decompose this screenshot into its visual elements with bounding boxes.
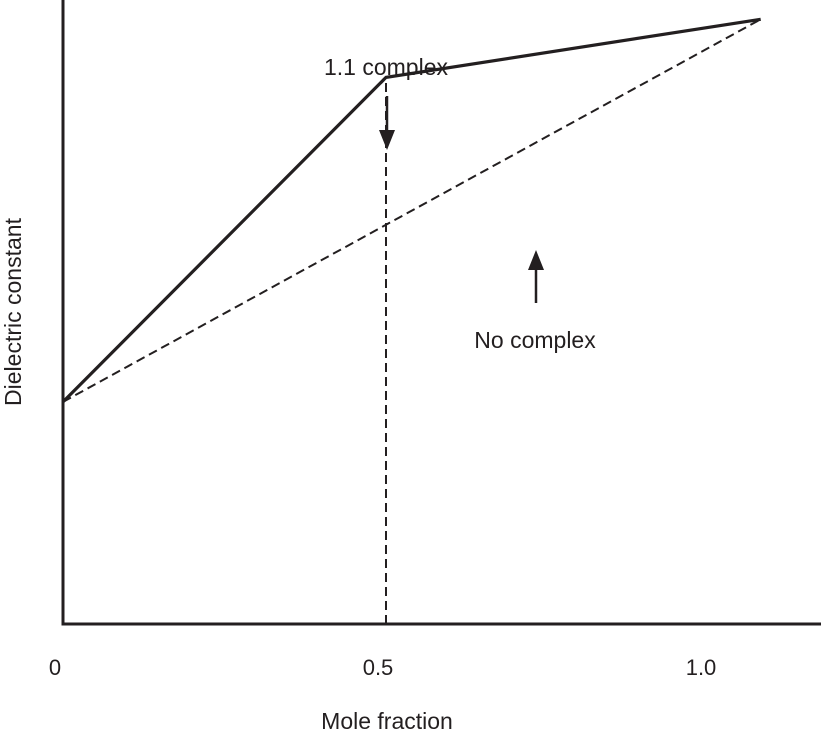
x-tick-label: 1.0 — [686, 655, 717, 680]
x-axis-title: Mole fraction — [321, 708, 453, 734]
series-layer — [61, 17, 762, 624]
annotation-complex: 1.1 complex — [324, 54, 449, 150]
annotation-no-complex: No complex — [474, 250, 596, 353]
annotation-complex-label: 1.1 complex — [324, 54, 449, 80]
annotation-complex-arrow-head — [379, 130, 395, 150]
annotation-no-complex-arrow-head — [528, 250, 544, 270]
y-axis-title: Dielectric constant — [0, 217, 26, 406]
series-no-complex-line — [62, 18, 762, 403]
x-tick-label: 0 — [49, 655, 61, 680]
annotation-no-complex-label: No complex — [474, 327, 596, 353]
x-tick-label: 0.5 — [363, 655, 394, 680]
tick-layer: 0 0.5 1.0 — [49, 655, 716, 680]
